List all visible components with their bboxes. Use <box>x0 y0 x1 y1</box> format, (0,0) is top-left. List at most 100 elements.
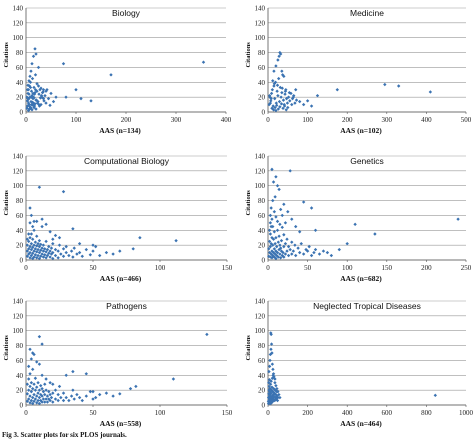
data-point <box>32 249 36 253</box>
data-point <box>281 106 285 110</box>
data-point <box>272 69 276 73</box>
data-point <box>25 99 30 103</box>
x-tick-label: 400 <box>421 116 432 124</box>
data-point <box>51 256 55 261</box>
data-point <box>276 76 281 81</box>
data-point <box>282 104 287 108</box>
x-tick-label: 50 <box>90 264 98 272</box>
data-point <box>33 397 38 401</box>
data-point <box>45 247 50 252</box>
data-point <box>321 249 326 253</box>
y-tick-label: 40 <box>16 227 24 235</box>
y-tick-label: 0 <box>20 109 24 117</box>
data-point <box>29 357 34 361</box>
data-point <box>280 225 284 230</box>
x-tick-label: 1000 <box>459 409 474 417</box>
chart-title: Medicine <box>350 8 384 18</box>
data-point <box>31 395 35 400</box>
y-tick-label: 40 <box>16 372 24 380</box>
data-point <box>51 250 55 255</box>
data-point <box>91 389 95 394</box>
y-axis-label: Citations <box>3 42 10 68</box>
data-point <box>37 238 42 243</box>
data-point <box>77 250 82 255</box>
data-point <box>48 230 52 234</box>
x-tick-label: 100 <box>155 409 166 417</box>
data-point <box>29 213 34 218</box>
data-point <box>396 84 401 88</box>
chart-title: Neglected Tropical Diseases <box>313 301 421 311</box>
data-point <box>281 98 286 102</box>
data-point <box>37 102 41 107</box>
data-point <box>33 388 38 392</box>
y-tick-label: 40 <box>258 227 266 235</box>
data-point <box>71 369 75 374</box>
data-point <box>44 397 48 401</box>
scatter-panel-4: 0 20 40 60 80 100 120 140 0 50 100 150 200 250 Genetic… <box>245 153 472 284</box>
data-point <box>271 237 276 241</box>
data-point <box>88 253 93 257</box>
data-point <box>271 79 275 83</box>
y-tick-label: 0 <box>20 402 24 410</box>
data-point <box>279 238 284 243</box>
data-point <box>268 232 273 236</box>
data-point <box>64 373 68 377</box>
x-tick-label: 150 <box>382 264 393 272</box>
data-point <box>28 394 32 398</box>
data-point <box>37 104 42 108</box>
data-point <box>35 234 39 238</box>
data-point <box>273 96 277 101</box>
data-point <box>53 253 58 258</box>
data-point <box>40 252 44 256</box>
data-point <box>44 250 48 254</box>
data-point <box>61 62 66 66</box>
data-point <box>286 210 290 214</box>
data-point <box>37 250 42 255</box>
data-point <box>268 213 273 218</box>
data-point <box>33 47 37 51</box>
data-point <box>59 395 63 400</box>
data-point <box>27 92 31 96</box>
data-point <box>49 246 54 250</box>
data-point <box>44 377 48 381</box>
data-point <box>32 85 36 90</box>
data-point <box>270 362 275 366</box>
data-point <box>373 232 377 236</box>
data-point <box>26 377 31 381</box>
data-point <box>56 249 60 253</box>
data-point <box>91 249 95 253</box>
data-point <box>287 90 292 95</box>
data-point <box>39 242 43 247</box>
data-point <box>27 79 31 83</box>
y-tick-label: 60 <box>16 212 24 220</box>
x-tick-label: 0 <box>266 409 270 417</box>
data-point <box>278 246 283 250</box>
data-point <box>43 400 47 404</box>
x-tick-label: 50 <box>304 264 312 272</box>
data-point <box>25 392 30 396</box>
data-point <box>28 347 32 351</box>
data-point <box>297 230 302 234</box>
data-point <box>282 202 286 206</box>
data-point <box>37 244 42 249</box>
data-point <box>51 237 55 241</box>
data-point <box>307 244 311 249</box>
data-point <box>61 398 66 403</box>
data-point <box>273 241 277 246</box>
x-tick-label: 0 <box>24 264 28 272</box>
data-point <box>53 247 58 252</box>
data-point <box>43 253 47 257</box>
x-tick-label: 0 <box>266 264 270 272</box>
data-point <box>77 395 82 400</box>
data-point <box>278 222 282 227</box>
data-point <box>42 99 46 103</box>
data-point <box>35 250 39 254</box>
data-point <box>278 207 283 212</box>
data-point <box>285 237 289 241</box>
data-point <box>273 105 277 110</box>
data-point <box>26 247 31 251</box>
data-point <box>301 102 306 107</box>
data-point <box>337 247 341 252</box>
data-point <box>272 84 276 88</box>
data-point <box>281 250 285 255</box>
